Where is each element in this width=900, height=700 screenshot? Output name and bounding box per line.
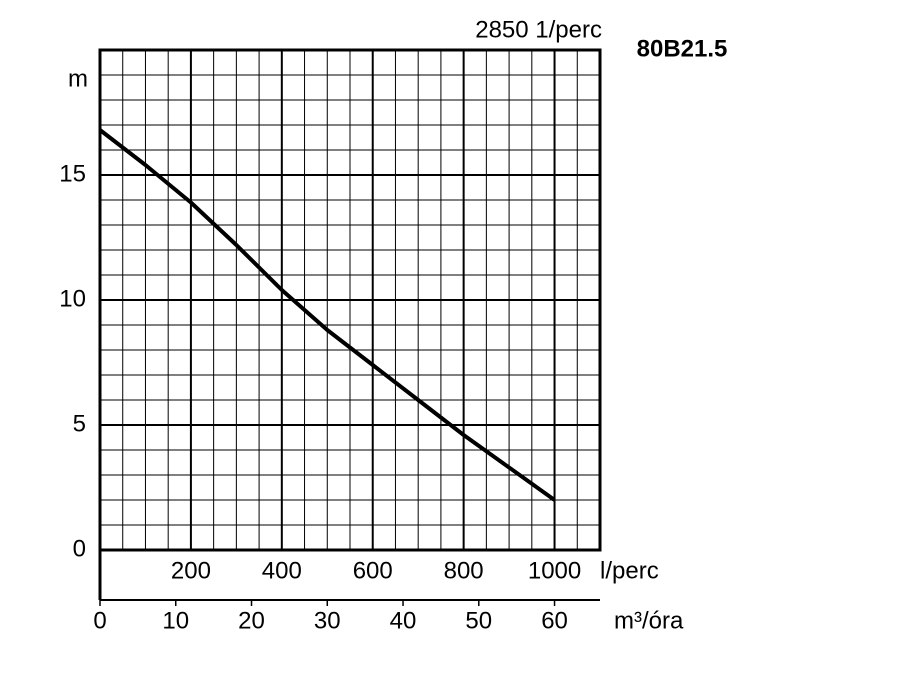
x2-tick-label: 20 — [238, 607, 265, 634]
y-axis-label: m — [68, 65, 88, 92]
x-tick-label: 1000 — [528, 557, 581, 584]
x2-tick-label: 40 — [390, 607, 417, 634]
chart-title: 2850 1/perc — [475, 16, 602, 43]
curve — [98, 128, 556, 502]
x-tick-label: 600 — [353, 557, 393, 584]
x2-tick-label: 50 — [465, 607, 492, 634]
x2-tick-label: 60 — [541, 607, 568, 634]
x-tick-label: 200 — [171, 557, 211, 584]
x2-axis-label: m³/óra — [614, 607, 684, 634]
y-tick-label: 0 — [73, 535, 86, 562]
y-tick-label: 10 — [59, 285, 86, 312]
y-tick-label: 15 — [59, 160, 86, 187]
x-tick-label: 800 — [444, 557, 484, 584]
x2-tick-label: 0 — [93, 607, 106, 634]
model-label: 80B21.5 — [637, 35, 728, 62]
x-tick-label: 400 — [262, 557, 302, 584]
y-tick-label: 5 — [73, 410, 86, 437]
x2-tick-label: 30 — [314, 607, 341, 634]
plot-frame — [98, 48, 602, 552]
x-axis-label: l/perc — [600, 557, 659, 584]
x2-tick-label: 10 — [162, 607, 189, 634]
